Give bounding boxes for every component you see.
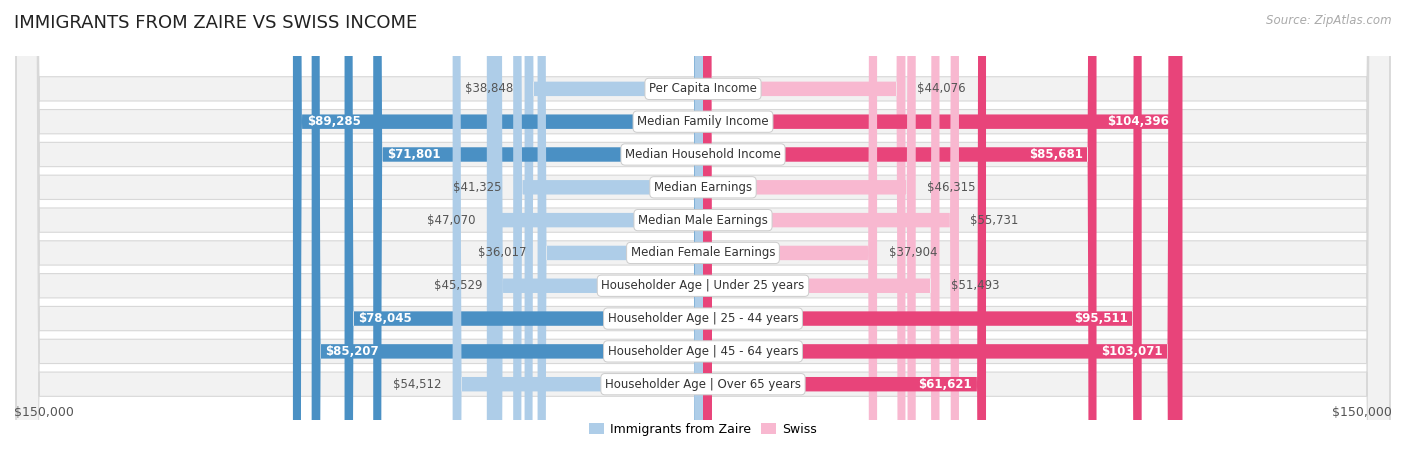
- Text: $89,285: $89,285: [307, 115, 360, 128]
- FancyBboxPatch shape: [373, 0, 703, 467]
- Text: $85,681: $85,681: [1029, 148, 1083, 161]
- FancyBboxPatch shape: [703, 0, 1177, 467]
- FancyBboxPatch shape: [537, 0, 703, 467]
- Text: $103,071: $103,071: [1101, 345, 1163, 358]
- FancyBboxPatch shape: [17, 0, 1389, 467]
- FancyBboxPatch shape: [17, 0, 1389, 467]
- FancyBboxPatch shape: [703, 0, 1142, 467]
- Text: Householder Age | 25 - 44 years: Householder Age | 25 - 44 years: [607, 312, 799, 325]
- FancyBboxPatch shape: [524, 0, 703, 467]
- Text: $45,529: $45,529: [434, 279, 482, 292]
- FancyBboxPatch shape: [17, 0, 1389, 467]
- FancyBboxPatch shape: [17, 0, 1389, 467]
- Text: $150,000: $150,000: [1331, 406, 1392, 418]
- Text: $71,801: $71,801: [387, 148, 440, 161]
- Text: $37,904: $37,904: [889, 247, 936, 260]
- FancyBboxPatch shape: [703, 0, 986, 467]
- FancyBboxPatch shape: [17, 0, 1389, 467]
- Text: Median Male Earnings: Median Male Earnings: [638, 213, 768, 226]
- Text: $104,396: $104,396: [1107, 115, 1168, 128]
- Text: Per Capita Income: Per Capita Income: [650, 82, 756, 95]
- FancyBboxPatch shape: [17, 0, 1389, 467]
- FancyBboxPatch shape: [703, 0, 1182, 467]
- FancyBboxPatch shape: [453, 0, 703, 467]
- Text: Source: ZipAtlas.com: Source: ZipAtlas.com: [1267, 14, 1392, 27]
- FancyBboxPatch shape: [703, 0, 939, 467]
- FancyBboxPatch shape: [17, 0, 1389, 467]
- Text: $38,848: $38,848: [465, 82, 513, 95]
- FancyBboxPatch shape: [494, 0, 703, 467]
- FancyBboxPatch shape: [703, 0, 905, 467]
- FancyBboxPatch shape: [17, 0, 1389, 467]
- Text: $41,325: $41,325: [453, 181, 502, 194]
- FancyBboxPatch shape: [292, 0, 703, 467]
- Text: IMMIGRANTS FROM ZAIRE VS SWISS INCOME: IMMIGRANTS FROM ZAIRE VS SWISS INCOME: [14, 14, 418, 32]
- FancyBboxPatch shape: [703, 0, 959, 467]
- Text: Median Household Income: Median Household Income: [626, 148, 780, 161]
- FancyBboxPatch shape: [486, 0, 703, 467]
- Text: Median Family Income: Median Family Income: [637, 115, 769, 128]
- Text: $150,000: $150,000: [14, 406, 75, 418]
- FancyBboxPatch shape: [703, 0, 915, 467]
- Text: $36,017: $36,017: [478, 247, 526, 260]
- Legend: Immigrants from Zaire, Swiss: Immigrants from Zaire, Swiss: [589, 423, 817, 436]
- FancyBboxPatch shape: [703, 0, 877, 467]
- Text: $55,731: $55,731: [970, 213, 1019, 226]
- Text: $47,070: $47,070: [427, 213, 475, 226]
- Text: $78,045: $78,045: [359, 312, 412, 325]
- FancyBboxPatch shape: [17, 0, 1389, 467]
- Text: Median Female Earnings: Median Female Earnings: [631, 247, 775, 260]
- Text: $46,315: $46,315: [927, 181, 976, 194]
- Text: $54,512: $54,512: [392, 378, 441, 391]
- FancyBboxPatch shape: [344, 0, 703, 467]
- Text: $44,076: $44,076: [917, 82, 966, 95]
- Text: $61,621: $61,621: [918, 378, 972, 391]
- Text: Householder Age | 45 - 64 years: Householder Age | 45 - 64 years: [607, 345, 799, 358]
- FancyBboxPatch shape: [312, 0, 703, 467]
- FancyBboxPatch shape: [17, 0, 1389, 467]
- Text: $85,207: $85,207: [325, 345, 380, 358]
- Text: $51,493: $51,493: [950, 279, 1000, 292]
- Text: Householder Age | Under 25 years: Householder Age | Under 25 years: [602, 279, 804, 292]
- FancyBboxPatch shape: [513, 0, 703, 467]
- Text: Householder Age | Over 65 years: Householder Age | Over 65 years: [605, 378, 801, 391]
- Text: Median Earnings: Median Earnings: [654, 181, 752, 194]
- FancyBboxPatch shape: [703, 0, 1097, 467]
- Text: $95,511: $95,511: [1074, 312, 1128, 325]
